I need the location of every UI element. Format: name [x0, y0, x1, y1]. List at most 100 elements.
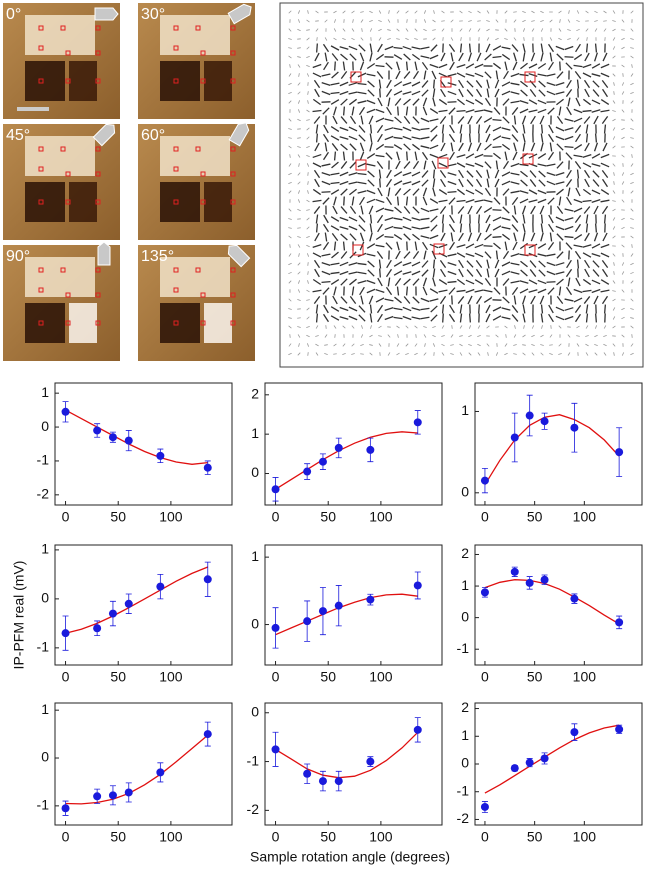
vector — [430, 305, 438, 313]
vector — [558, 196, 562, 206]
vector — [431, 250, 437, 260]
vector — [576, 10, 580, 14]
vector — [530, 115, 536, 125]
vector — [593, 115, 599, 125]
vector — [522, 142, 526, 152]
vector — [540, 232, 544, 242]
vector — [546, 261, 556, 267]
vector — [592, 170, 600, 178]
vector — [601, 205, 609, 215]
vector — [492, 209, 502, 211]
vector — [424, 343, 426, 347]
vector — [621, 289, 625, 293]
vector — [288, 325, 292, 329]
fit-curve — [275, 593, 418, 636]
vector — [456, 72, 466, 78]
roi-marker — [65, 78, 71, 84]
vector — [558, 286, 562, 296]
vector — [333, 196, 337, 206]
vector — [411, 180, 421, 186]
vector — [494, 259, 500, 269]
vector — [360, 343, 364, 347]
vector — [592, 269, 600, 277]
vector — [333, 10, 337, 14]
roi-marker — [95, 50, 101, 56]
vector — [366, 153, 376, 159]
vector — [330, 181, 340, 185]
fit-curve — [484, 414, 620, 486]
vector — [385, 268, 393, 278]
vector — [522, 344, 526, 346]
domain-bright — [25, 257, 95, 297]
vector — [475, 260, 483, 268]
vector — [603, 304, 607, 314]
vector — [558, 10, 562, 14]
vector — [458, 52, 464, 62]
vector — [612, 280, 616, 284]
vector — [494, 178, 500, 188]
vector — [555, 216, 565, 222]
vector — [386, 169, 392, 179]
vector — [477, 10, 481, 14]
vector — [502, 250, 510, 260]
vector — [450, 19, 454, 23]
vector — [613, 172, 615, 176]
vector — [367, 80, 375, 88]
vector — [486, 28, 490, 32]
vector — [603, 214, 607, 224]
vector — [411, 136, 421, 140]
vector — [556, 296, 564, 304]
vector — [630, 181, 634, 185]
vector — [315, 335, 319, 337]
vector — [340, 233, 348, 241]
vector — [548, 61, 554, 71]
vector — [370, 325, 372, 329]
vector — [468, 344, 472, 346]
y-tick-label: -1 — [457, 640, 470, 656]
vector — [567, 38, 571, 40]
vector — [324, 52, 328, 62]
roi-marker — [173, 146, 179, 152]
vector — [537, 253, 547, 257]
vector — [477, 214, 481, 224]
vector — [537, 153, 547, 159]
vector — [556, 143, 564, 151]
vector — [376, 124, 384, 134]
vector — [591, 109, 601, 113]
vector — [297, 56, 301, 58]
vector — [450, 334, 454, 338]
vector — [315, 214, 319, 224]
vector — [558, 37, 562, 41]
roi-marker — [230, 320, 236, 326]
vector — [440, 268, 446, 278]
vector — [306, 253, 310, 257]
vector — [450, 344, 454, 346]
vector — [530, 232, 536, 242]
vector — [306, 127, 310, 131]
vector — [582, 63, 592, 69]
vector — [558, 353, 562, 355]
data-point — [334, 443, 343, 452]
vector — [510, 72, 520, 78]
vector — [594, 223, 598, 233]
vector — [458, 88, 464, 98]
vector — [396, 343, 400, 347]
vector — [361, 325, 363, 329]
vector — [549, 37, 553, 41]
vector — [306, 136, 310, 140]
vector — [357, 91, 367, 95]
vector — [359, 241, 365, 251]
vector — [502, 278, 510, 286]
vector — [313, 295, 321, 305]
vector — [297, 190, 301, 194]
vector — [575, 97, 581, 107]
data-point — [366, 757, 375, 766]
vector — [585, 343, 589, 347]
y-tick-label: 0 — [251, 703, 259, 719]
vector — [411, 53, 421, 61]
vector — [349, 205, 357, 215]
vector — [613, 352, 615, 356]
